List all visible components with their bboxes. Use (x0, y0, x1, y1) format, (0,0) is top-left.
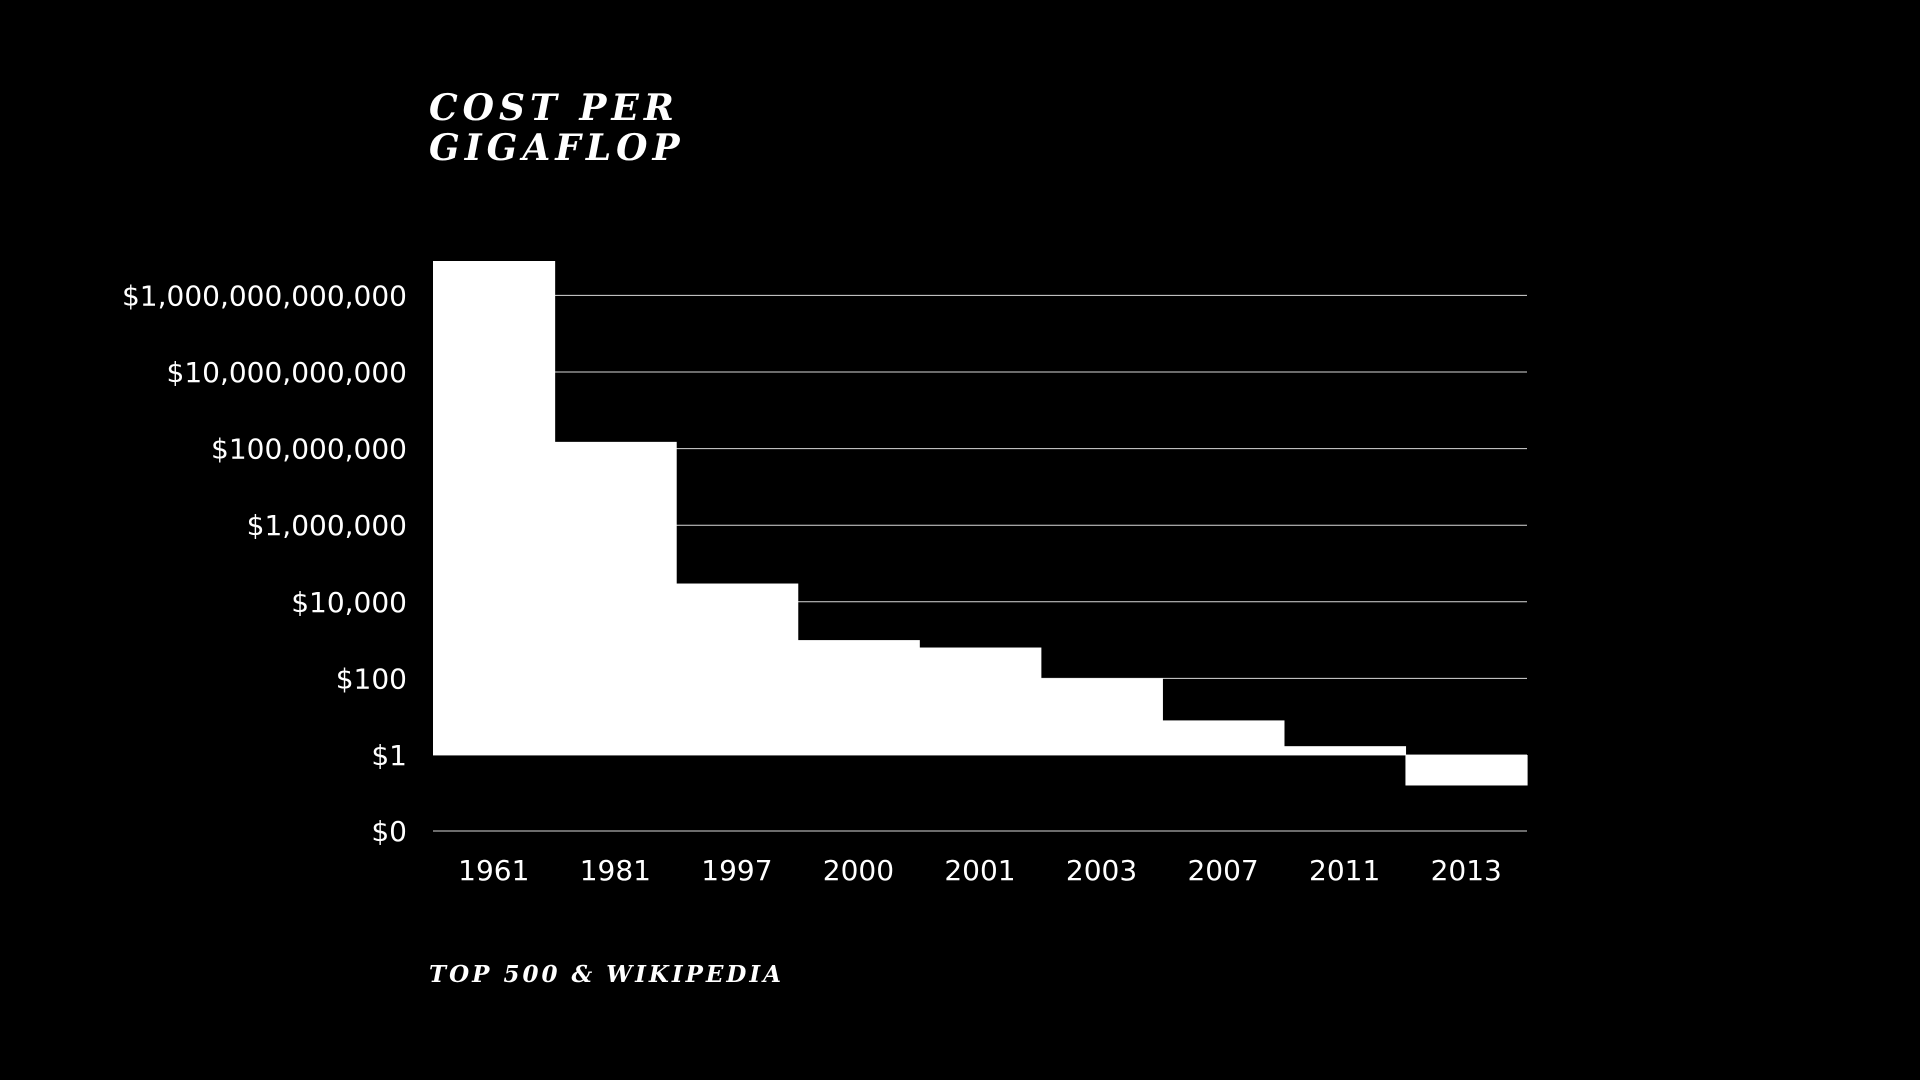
bar-1997 (676, 583, 799, 755)
bar-2003 (1040, 678, 1163, 755)
x-tick-label: 2003 (1066, 854, 1137, 887)
x-tick-label: 2011 (1309, 854, 1380, 887)
bar-2000 (797, 640, 920, 755)
y-tick-label: $0 (371, 815, 407, 848)
y-axis-tick-labels: $0 $1 $100 $10,000 $1,000,000 $100,000,000 $10… (122, 279, 407, 848)
y-tick-label: $10,000 (291, 586, 407, 619)
x-axis-tick-labels: 1961 1981 1997 2000 2001 2003 2007 2011 2013 (458, 854, 1502, 887)
bar-2007 (1162, 720, 1285, 755)
bar-2001 (919, 647, 1042, 755)
bar-1981 (554, 441, 677, 755)
bar-2013 (1405, 755, 1528, 786)
x-tick-label: 1981 (580, 854, 651, 887)
bars (433, 261, 1528, 786)
y-tick-label: $10,000,000,000 (167, 356, 407, 389)
x-tick-label: 2013 (1431, 854, 1502, 887)
bar-2011 (1283, 746, 1407, 755)
source-note: TOP 500 & WIKIPEDIA (429, 961, 784, 988)
x-tick-label: 1961 (458, 854, 529, 887)
x-tick-label: 2000 (823, 854, 894, 887)
y-tick-label: $100,000,000 (211, 433, 407, 466)
chart-title-line-2: GIGAFLOP (429, 127, 685, 169)
bar-1961 (433, 261, 556, 755)
y-tick-label: $1 (371, 739, 407, 772)
y-tick-label: $100 (336, 662, 407, 695)
y-tick-label: $1,000,000 (247, 509, 407, 542)
x-tick-label: 1997 (701, 854, 772, 887)
chart-title: COST PER GIGAFLOP (429, 88, 685, 168)
y-tick-label: $1,000,000,000,000 (122, 279, 407, 312)
chart-title-line-1: COST PER (429, 87, 679, 129)
x-tick-label: 2007 (1187, 854, 1258, 887)
x-tick-label: 2001 (944, 854, 1015, 887)
